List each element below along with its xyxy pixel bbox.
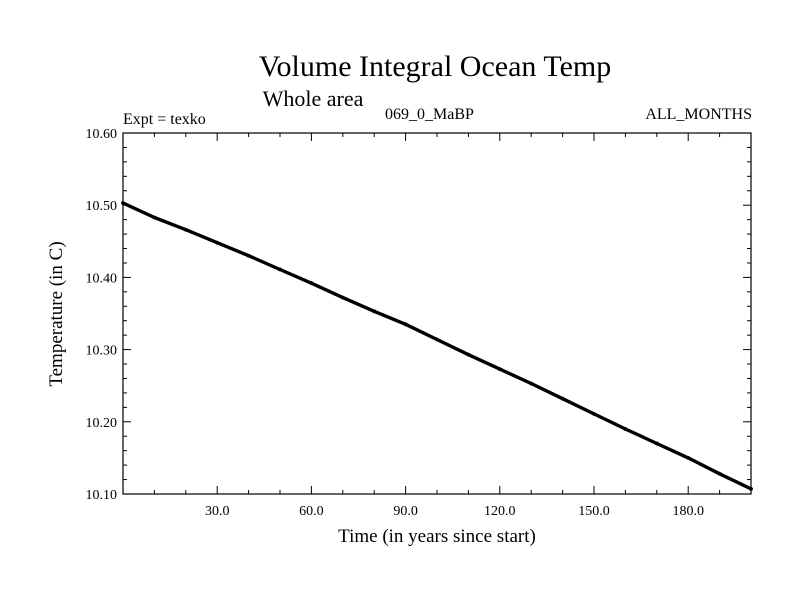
temperature-series-line [122, 201, 752, 491]
x-tick-label: 180.0 [672, 504, 704, 519]
x-tick-label: 30.0 [205, 504, 230, 519]
series-point [529, 381, 534, 386]
expt-label: Expt = texko [123, 111, 206, 128]
series-point [372, 309, 377, 314]
plot-frame [122, 132, 752, 495]
period-label: ALL_MONTHS [645, 106, 752, 123]
series-point [623, 427, 628, 431]
series-point [309, 281, 314, 286]
series-point [497, 367, 502, 371]
x-tick-label: 60.0 [299, 504, 324, 519]
series-point [560, 396, 565, 401]
series-point [215, 240, 220, 245]
series-point [435, 337, 439, 342]
x-axis-label: Time (in years since start) [338, 526, 536, 547]
series-point [183, 227, 188, 232]
x-tick-label: 120.0 [484, 504, 516, 519]
series-point [246, 253, 251, 258]
series-point [278, 267, 282, 272]
series-point [717, 471, 722, 476]
y-tick-label: 10.10 [86, 488, 118, 503]
series-point [686, 456, 691, 460]
chart-title: Volume Integral Ocean Temp [259, 50, 612, 83]
chart-subtitle: Whole area [263, 86, 364, 111]
series-point [592, 411, 596, 416]
y-axis-label: Temperature (in C) [46, 241, 67, 386]
x-tick-label: 150.0 [578, 504, 610, 519]
series-point [749, 487, 753, 491]
y-tick-label: 10.50 [86, 199, 118, 214]
series-point [403, 322, 408, 327]
y-tick-label: 10.30 [86, 344, 118, 359]
series-point [466, 352, 471, 357]
x-axis-ticks: 30.0 60.0 90.0 120.0 150.0 180.0 [153, 133, 721, 519]
y-tick-label: 10.60 [86, 127, 118, 142]
series-points [121, 201, 753, 491]
x-tick-label: 90.0 [393, 504, 418, 519]
y-tick-label: 10.40 [86, 271, 118, 286]
y-axis-ticks: 10.10 10.20 10.30 10.40 10.50 10.60 [86, 127, 751, 503]
series-point [152, 215, 157, 220]
y-tick-label: 10.20 [86, 416, 118, 431]
run-label: 069_0_MaBP [385, 106, 474, 123]
series-point [121, 201, 125, 205]
series-point [340, 295, 345, 300]
series-point [654, 441, 659, 446]
